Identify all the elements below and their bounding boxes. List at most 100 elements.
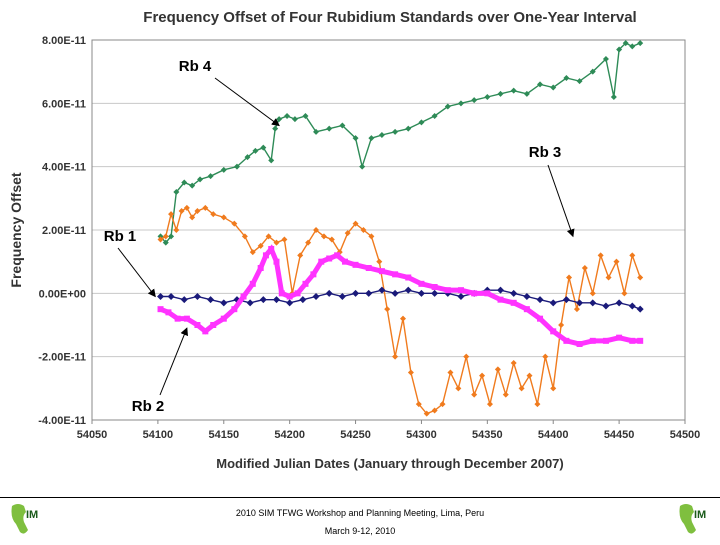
data-point [384,306,391,313]
data-point [352,289,360,297]
data-point [291,116,298,123]
data-point [581,265,588,271]
data-point [265,233,272,240]
data-point [637,337,644,344]
x-tick-label: 54100 [143,429,174,441]
x-tick-label: 54200 [274,429,305,441]
data-point [312,293,320,300]
data-point [272,296,280,304]
data-point [252,147,259,154]
data-point [162,239,169,246]
x-tick-label: 54150 [208,429,239,441]
data-point [502,391,509,398]
data-point [558,322,565,328]
footer-divider [0,497,720,498]
footer-date: March 9-12, 2010 [324,526,396,536]
data-point [615,299,623,307]
data-point [589,290,596,297]
data-point [602,56,609,62]
annotation-rb-1: Rb 1 [104,228,137,245]
data-point [439,401,446,408]
data-point [447,369,454,376]
sim-logo-left: IM [4,500,48,540]
y-tick-label: -4.00E-11 [38,415,86,427]
data-point [457,287,464,294]
chart: Frequency Offset of Four Rubidium Standa… [8,9,700,471]
data-point [220,166,227,173]
data-point [431,289,439,297]
data-point [167,293,175,300]
data-point [246,299,254,307]
x-axis-label: Modified Julian Dates (January through D… [216,456,563,471]
data-point [249,280,256,287]
data-point [259,296,267,304]
data-point [194,208,201,214]
data-point [392,128,399,135]
data-point [576,78,583,85]
data-point [605,274,612,281]
data-point [629,252,636,259]
data-point [392,271,399,278]
data-point [597,252,604,259]
data-point [444,287,451,294]
data-point [268,157,275,164]
data-point [338,293,346,300]
data-point [510,87,517,94]
data-point [471,391,478,398]
data-point [244,154,251,161]
data-point [479,372,486,379]
data-point [562,296,570,304]
data-point [168,233,175,240]
logo-text-left: IM [26,509,38,521]
data-point [457,100,464,107]
data-point [537,81,544,88]
data-point [352,220,359,227]
data-point [537,315,544,322]
data-point [602,302,610,310]
data-point [378,286,386,294]
data-point [629,43,636,50]
data-point [278,290,285,297]
data-point [622,40,629,47]
data-point [220,315,227,322]
data-point [326,125,333,132]
data-point [286,299,294,307]
x-tick-label: 54450 [604,429,635,441]
data-point [193,293,201,300]
data-point [273,239,280,246]
data-point [240,293,247,300]
chart-title: Frequency Offset of Four Rubidium Standa… [143,9,636,26]
data-point [523,293,531,300]
data-point [431,113,438,119]
data-point [328,236,335,243]
data-point [589,299,597,307]
data-point [210,322,217,328]
series-rb-4 [157,40,644,246]
y-tick-label: -2.00E-11 [38,352,86,364]
data-point [486,401,493,408]
data-point [376,258,383,265]
data-point [423,410,430,417]
series-rb-1 [157,286,644,313]
data-point [399,315,406,322]
sim-logo-right: IM [672,500,716,540]
data-point [497,286,505,294]
data-point [621,290,628,297]
grid [92,39,685,421]
y-tick-label: 6.00E-11 [42,98,86,110]
y-tick-label: 0.00E+00 [39,288,86,300]
data-point [510,299,517,306]
data-point [342,258,349,265]
x-tick-label: 54350 [472,429,503,441]
data-point [231,220,238,227]
data-point [207,173,214,180]
data-point [536,296,544,304]
y-tick-label: 2.00E-11 [42,225,86,237]
data-point [297,252,304,259]
data-point [444,103,451,110]
data-point [310,271,317,278]
logo-text-right: IM [694,509,706,521]
data-point [189,182,196,189]
data-point [610,94,617,100]
plot-area [91,39,686,421]
